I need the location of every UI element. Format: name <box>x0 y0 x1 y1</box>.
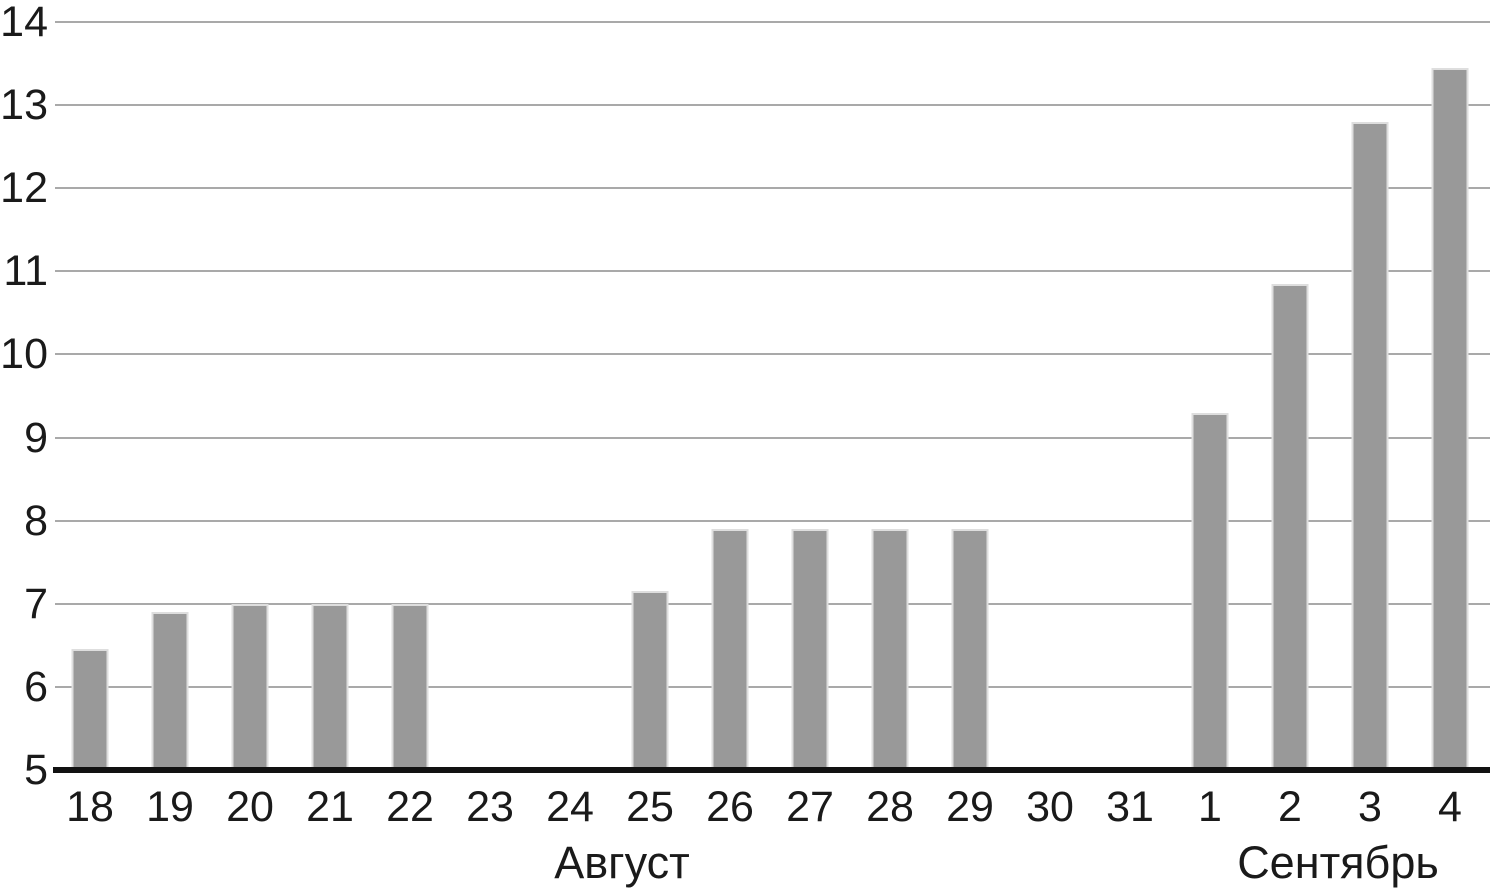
x-tick-label: 21 <box>306 783 354 831</box>
x-tick-label: 1 <box>1198 783 1222 831</box>
y-tick-label: 6 <box>24 662 48 711</box>
bar-25 <box>631 591 669 770</box>
y-tick-label: 9 <box>24 413 48 462</box>
x-tick-label: 19 <box>146 783 194 831</box>
x-tick-label: 25 <box>626 783 674 831</box>
x-tick-label: 20 <box>226 783 274 831</box>
gridline <box>55 436 1490 439</box>
x-tick-label: 30 <box>1026 783 1074 831</box>
x-tick-label: 22 <box>386 783 434 831</box>
month-label-0: Август <box>554 837 690 888</box>
month-label-14: Сентябрь <box>1237 837 1439 888</box>
bar-18 <box>71 649 109 770</box>
bar-19 <box>151 612 189 770</box>
x-tick-label: 23 <box>466 783 514 831</box>
x-tick-label: 31 <box>1106 783 1154 831</box>
bar-21 <box>311 603 349 770</box>
y-tick-label: 13 <box>0 81 48 130</box>
x-tick-label: 26 <box>706 783 754 831</box>
gridline <box>55 21 1490 23</box>
gridline <box>55 187 1490 190</box>
bar-1 <box>1191 412 1229 770</box>
bar-28 <box>871 528 909 770</box>
gridline <box>55 353 1490 356</box>
gridline <box>55 519 1490 522</box>
y-tick-label: 10 <box>0 330 48 379</box>
x-tick-label: 29 <box>946 783 994 831</box>
bar-29 <box>951 528 989 770</box>
gridline <box>55 602 1490 605</box>
bar-3 <box>1351 121 1389 770</box>
bar-2 <box>1271 283 1309 770</box>
bar-4 <box>1431 67 1469 770</box>
bar-22 <box>391 603 429 770</box>
y-tick-label: 14 <box>0 0 48 46</box>
y-tick-label: 11 <box>3 247 48 296</box>
x-tick-label: 27 <box>786 783 834 831</box>
bar-27 <box>791 528 829 770</box>
gridline <box>55 104 1490 107</box>
y-tick-label: 12 <box>0 164 48 213</box>
gridline <box>55 685 1490 688</box>
x-tick-label: 24 <box>546 783 594 831</box>
x-tick-label: 18 <box>66 783 114 831</box>
y-tick-label: 7 <box>24 579 48 628</box>
bar-20 <box>231 603 269 770</box>
x-tick-label: 4 <box>1438 783 1462 831</box>
x-axis-line <box>53 767 1490 773</box>
x-tick-label: 28 <box>866 783 914 831</box>
x-tick-label: 3 <box>1358 783 1382 831</box>
gridline <box>55 270 1490 273</box>
bar-26 <box>711 528 749 770</box>
y-tick-label: 5 <box>24 746 48 794</box>
x-tick-label: 2 <box>1278 783 1302 831</box>
y-tick-label: 8 <box>24 496 48 545</box>
